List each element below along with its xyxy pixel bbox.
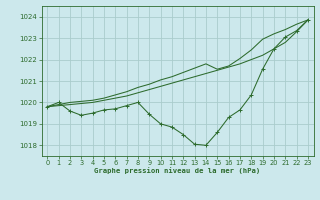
X-axis label: Graphe pression niveau de la mer (hPa): Graphe pression niveau de la mer (hPa) bbox=[94, 168, 261, 174]
